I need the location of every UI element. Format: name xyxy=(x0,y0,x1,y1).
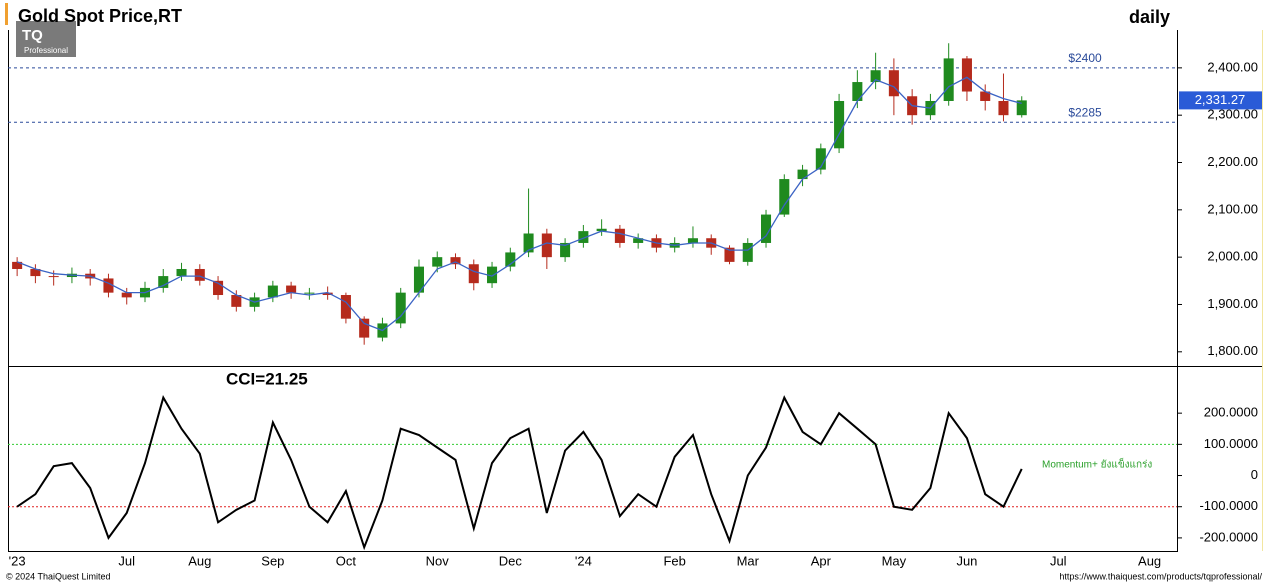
candle-body xyxy=(286,285,297,293)
candle-body xyxy=(432,257,443,267)
candle-body xyxy=(687,238,698,243)
candle-body xyxy=(870,70,881,83)
y-tick-label: 2,300.00 xyxy=(1207,107,1258,122)
candle-body xyxy=(797,169,808,180)
cci-line xyxy=(16,395,1023,551)
candle-body xyxy=(413,266,424,293)
y-tick-label: -200.0000 xyxy=(1199,529,1258,544)
footer-left: © 2024 ThaiQuest Limited xyxy=(6,571,111,581)
candle-body xyxy=(578,231,589,243)
candle-body xyxy=(596,228,607,232)
accent xyxy=(5,3,8,25)
candle-body xyxy=(742,242,753,262)
candle-body xyxy=(48,276,59,278)
x-tick-label: Mar xyxy=(737,553,760,568)
candle-body xyxy=(158,276,169,288)
x-tick-label: '24 xyxy=(575,553,592,568)
y-tick-label: 2,100.00 xyxy=(1207,201,1258,216)
logo-text: Professional xyxy=(24,46,68,55)
level-label: $2400 xyxy=(1068,51,1102,65)
candle-body xyxy=(523,233,534,253)
candle-body xyxy=(1016,100,1027,116)
candle-body xyxy=(834,100,845,149)
candle-body xyxy=(560,242,571,258)
candle-body xyxy=(267,285,278,298)
y-tick-label: 200.0000 xyxy=(1204,405,1258,420)
indicator-title: CCI=21.25 xyxy=(226,369,308,388)
candle-body xyxy=(340,295,351,319)
x-tick-label: Sep xyxy=(261,553,284,568)
moving-average xyxy=(16,76,1022,332)
candle-body xyxy=(724,247,735,262)
candle-body xyxy=(12,261,23,269)
y-tick-label: 2,200.00 xyxy=(1207,154,1258,169)
candle-body xyxy=(450,257,461,265)
candle-body xyxy=(213,280,224,296)
last-price-label: 2,331.27 xyxy=(1195,92,1246,107)
y-tick-label: 1,900.00 xyxy=(1207,296,1258,311)
candle-body xyxy=(980,91,991,101)
x-tick-label: Nov xyxy=(426,553,450,568)
y-tick-label: 2,000.00 xyxy=(1207,249,1258,264)
x-tick-label: Aug xyxy=(1138,553,1161,568)
logo xyxy=(16,21,76,57)
annotation: Momentum+ ยังแข็งแกร่ง xyxy=(1042,457,1152,471)
candle-body xyxy=(304,292,315,294)
x-tick-label: May xyxy=(882,553,907,568)
candle-body xyxy=(194,268,205,281)
y-tick-label: 2,400.00 xyxy=(1207,59,1258,74)
level-label: $2285 xyxy=(1068,105,1102,119)
x-tick-label: Aug xyxy=(188,553,211,568)
x-tick-label: Dec xyxy=(499,553,523,568)
candle-body xyxy=(888,70,899,97)
y-tick-label: 100.0000 xyxy=(1204,436,1258,451)
logo-mark: TQ xyxy=(22,27,43,44)
candle-body xyxy=(30,268,41,277)
candle-body xyxy=(815,148,826,170)
y-tick-label: 0 xyxy=(1251,467,1258,482)
x-tick-label: Jul xyxy=(1050,553,1067,568)
candle-body xyxy=(943,58,954,101)
candle-body xyxy=(231,295,242,307)
x-tick-label: Jun xyxy=(956,553,977,568)
candle-body xyxy=(633,238,644,243)
candle-body xyxy=(761,214,772,243)
x-tick-label: Apr xyxy=(811,553,832,568)
candle-body xyxy=(322,292,333,296)
chart-subtitle: daily xyxy=(1129,7,1170,27)
footer-right: https://www.thaiquest.com/products/tqpro… xyxy=(1059,571,1262,581)
x-tick-label: Jul xyxy=(118,553,135,568)
candle-body xyxy=(614,228,625,243)
candle-body xyxy=(852,82,863,101)
candle-body xyxy=(961,58,972,92)
candle-body xyxy=(103,278,114,293)
candle-body xyxy=(505,252,516,267)
chart-title: Gold Spot Price,RT xyxy=(18,6,182,26)
candle-body xyxy=(359,318,370,338)
y-tick-label: -100.0000 xyxy=(1199,498,1258,513)
candle-body xyxy=(468,264,479,284)
candle-body xyxy=(121,292,132,298)
last-price-box xyxy=(1179,91,1262,110)
x-tick-label: Oct xyxy=(336,553,357,568)
candle-body xyxy=(395,292,406,324)
candle-body xyxy=(541,233,552,258)
candle-body xyxy=(176,268,187,277)
y-tick-label: 1,800.00 xyxy=(1207,343,1258,358)
x-tick-label: Feb xyxy=(663,553,685,568)
candle-body xyxy=(487,266,498,284)
x-tick-label: '23 xyxy=(9,553,26,568)
candle-body xyxy=(779,179,790,215)
candle-body xyxy=(998,100,1009,116)
